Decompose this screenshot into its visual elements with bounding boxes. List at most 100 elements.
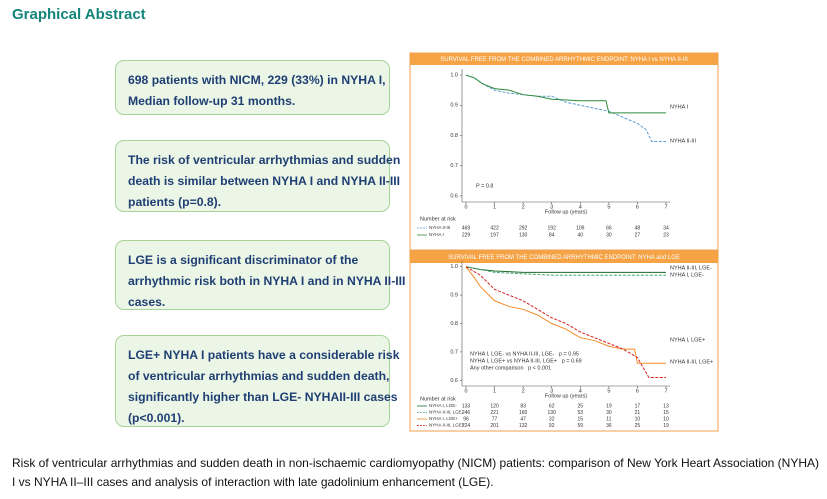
- risk-value: 25: [635, 423, 641, 429]
- summary-line: Median follow-up 31 months.: [128, 94, 296, 108]
- risk-row-label: NYHA II-III, LGE+: [429, 423, 465, 428]
- summary-line: arrhythmic risk both in NYHA I and in NY…: [128, 274, 406, 288]
- x-tick-label: 7: [664, 388, 667, 394]
- risk-value: 30: [606, 232, 612, 238]
- risk-value: 19: [606, 403, 612, 409]
- risk-value: 120: [490, 403, 499, 409]
- summary-line: cases.: [128, 295, 166, 309]
- curve-label: NYHA II-III, LGE+: [670, 359, 713, 365]
- risk-value: 15: [663, 410, 669, 416]
- x-tick-label: 3: [550, 388, 553, 394]
- y-tick-label: 0.7: [450, 349, 458, 355]
- risk-value: 11: [606, 416, 611, 422]
- y-tick-label: 0.7: [450, 163, 458, 169]
- annotation: Any other comparison p < 0.001: [470, 365, 551, 371]
- curve-label: NYHA I, LGE-: [670, 272, 704, 278]
- risk-table-title: Number at risk: [420, 396, 456, 402]
- risk-value: 292: [519, 225, 528, 231]
- y-tick-label: 1.0: [450, 72, 458, 78]
- summary-box: 698 patients with NICM, 229 (33%) in NYH…: [115, 60, 390, 115]
- x-tick-label: 2: [522, 388, 525, 394]
- summary-box: The risk of ventricular arrhythmias and …: [115, 140, 401, 212]
- chart-title: SURVIVAL FREE FROM THE COMBINED ARRHYTHM…: [440, 57, 688, 63]
- risk-value: 96: [463, 416, 469, 422]
- x-axis-label: Follow up (years): [545, 393, 587, 399]
- title: Graphical Abstract: [12, 6, 146, 23]
- summary-line: significantly higher than LGE- NYHAII-II…: [128, 390, 398, 404]
- risk-row-label: NYHA I, LGE-: [429, 403, 457, 408]
- risk-value: 36: [606, 423, 612, 429]
- risk-value: 59: [578, 423, 584, 429]
- curve-label: NYHA II-III: [670, 138, 696, 144]
- y-tick-label: 0.9: [450, 293, 458, 299]
- summary-line: death is similar between NYHA I and NYHA…: [128, 174, 401, 188]
- x-tick-label: 6: [636, 388, 639, 394]
- risk-value: 132: [519, 423, 528, 429]
- risk-value: 77: [492, 416, 498, 422]
- survival-curve: [465, 266, 666, 364]
- annotation: NYHA I, LGE- vs NYHA II-III, LGE- p = 0.…: [470, 351, 579, 357]
- y-tick-label: 0.9: [450, 103, 458, 109]
- risk-value: 130: [548, 410, 557, 416]
- survival-curve: [465, 74, 666, 114]
- summary-line: LGE+ NYHA I patients have a considerable…: [128, 348, 400, 362]
- annotation: NYHA I, LGE+ vs NYHA II-III, LGE+ p = 0.…: [470, 358, 582, 364]
- y-tick-label: 0.6: [450, 193, 458, 199]
- risk-value: 21: [635, 410, 641, 416]
- x-tick-label: 1: [493, 388, 496, 394]
- y-tick-label: 0.8: [450, 133, 458, 139]
- charts: SURVIVAL FREE FROM THE COMBINED ARRHYTHM…: [409, 52, 719, 432]
- risk-value: 224: [462, 423, 471, 429]
- risk-value: 17: [635, 403, 641, 409]
- annotation: P = 0.8: [476, 183, 493, 189]
- risk-value: 40: [578, 232, 584, 238]
- summary-line: (p<0.001).: [128, 411, 185, 425]
- x-tick-label: 0: [464, 204, 467, 210]
- risk-value: 19: [663, 423, 669, 429]
- survival-curve: [465, 74, 666, 143]
- risk-value: 66: [606, 225, 612, 231]
- risk-value: 92: [549, 423, 555, 429]
- risk-value: 47: [520, 416, 526, 422]
- curve-label: NYHA I: [670, 104, 689, 110]
- summary-line: 698 patients with NICM, 229 (33%) in NYH…: [128, 73, 386, 87]
- risk-value: 109: [576, 225, 585, 231]
- summary-line: of ventricular arrhythmias and sudden de…: [128, 369, 390, 383]
- risk-value: 197: [490, 232, 499, 238]
- x-tick-label: 4: [579, 388, 582, 394]
- y-tick-label: 0.8: [450, 321, 458, 327]
- chart-frame: [409, 250, 719, 432]
- risk-value: 30: [606, 410, 612, 416]
- y-tick-label: 1.0: [450, 264, 458, 270]
- risk-value: 160: [519, 410, 528, 416]
- risk-value: 246: [462, 410, 471, 416]
- risk-row-label: NYHA II-III, LGE-: [429, 410, 464, 415]
- x-tick-label: 4: [579, 204, 582, 210]
- y-tick-label: 0.6: [450, 378, 458, 384]
- risk-row-label: NYHA II-III: [429, 225, 450, 230]
- risk-value: 192: [548, 225, 557, 231]
- survival-curve: [465, 266, 666, 276]
- x-tick-label: 6: [636, 204, 639, 210]
- risk-value: 229: [462, 232, 471, 238]
- risk-table-title: Number at risk: [420, 216, 456, 222]
- risk-value: 201: [490, 423, 499, 429]
- risk-value: 53: [578, 410, 584, 416]
- x-tick-label: 0: [464, 388, 467, 394]
- risk-value: 221: [490, 410, 499, 416]
- x-tick-label: 3: [550, 204, 553, 210]
- risk-value: 84: [549, 232, 555, 238]
- curve-label: NYHA I, LGE+: [670, 337, 705, 343]
- x-tick-label: 5: [607, 204, 610, 210]
- risk-value: 13: [663, 403, 669, 409]
- chart-header: [410, 251, 718, 263]
- risk-value: 130: [519, 232, 528, 238]
- x-tick-label: 5: [607, 388, 610, 394]
- chart-frame: [409, 52, 719, 251]
- summary-line: LGE is a significant discriminator of th…: [128, 253, 359, 267]
- risk-value: 83: [520, 403, 526, 409]
- risk-value: 469: [462, 225, 471, 231]
- x-tick-label: 2: [522, 204, 525, 210]
- risk-row-label: NYHA I: [429, 232, 444, 237]
